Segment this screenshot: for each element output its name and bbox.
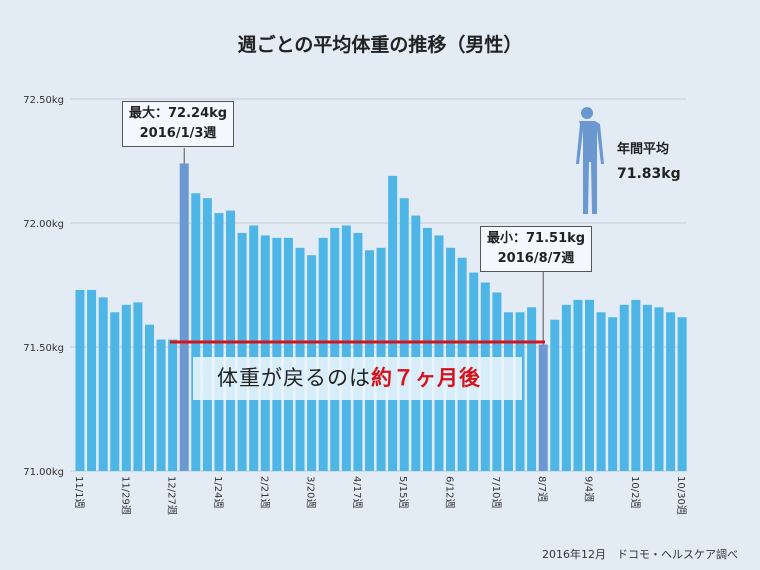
- bar: [202, 198, 212, 471]
- bar: [422, 227, 432, 471]
- highlight-bar: [538, 344, 548, 471]
- bar: [191, 193, 201, 472]
- bar: [75, 289, 85, 471]
- x-tick-label: 10/2週: [629, 476, 641, 508]
- banner-highlight: 約７ヶ月後: [371, 366, 481, 390]
- x-tick-label: 11/29週: [119, 476, 131, 515]
- bar: [399, 198, 409, 471]
- min-value-label: 最小：71.51kg: [487, 231, 586, 246]
- x-tick-label: 2/21週: [258, 476, 270, 508]
- y-tick-label: 71.00kg: [23, 467, 64, 478]
- bar: [237, 232, 247, 471]
- bar: [249, 225, 259, 471]
- bar: [619, 304, 629, 471]
- max-annotation: 最大：72.24kg 2016/1/3週: [122, 101, 235, 147]
- bar: [283, 237, 293, 471]
- bar: [87, 289, 97, 471]
- x-tick-label: 1/24週: [212, 476, 224, 508]
- bar: [585, 299, 595, 471]
- bar: [121, 304, 131, 471]
- recovery-banner: 体重が戻るのは約７ヶ月後: [193, 357, 522, 400]
- bar: [631, 299, 641, 471]
- x-tick-label: 11/1週: [73, 476, 85, 508]
- bar: [168, 339, 178, 471]
- bar: [98, 297, 108, 471]
- min-week-label: 2016/8/7週: [497, 251, 575, 266]
- max-value-label: 最大：72.24kg: [129, 106, 228, 121]
- bar: [596, 312, 606, 471]
- y-tick-label: 72.50kg: [23, 95, 64, 106]
- bar: [642, 304, 652, 471]
- bar: [272, 237, 282, 471]
- bar: [608, 317, 618, 471]
- bar: [388, 175, 398, 471]
- x-tick-label: 12/27週: [166, 476, 178, 515]
- bar: [666, 312, 676, 471]
- min-annotation: 最小：71.51kg 2016/8/7週: [480, 226, 593, 272]
- bar: [353, 232, 363, 471]
- x-tick-label: 8/7週: [536, 476, 548, 502]
- annual-average: 年間平均 71.83kg: [617, 138, 681, 186]
- x-tick-label: 9/4週: [583, 476, 595, 502]
- bar: [341, 225, 351, 471]
- bar: [654, 307, 664, 471]
- y-tick-label: 72.00kg: [23, 219, 64, 230]
- x-tick-label: 5/15週: [397, 476, 409, 508]
- x-tick-label: 3/20週: [305, 476, 317, 508]
- x-tick-label: 7/10週: [490, 476, 502, 508]
- bar: [144, 324, 154, 471]
- x-tick-label: 10/30週: [675, 476, 687, 515]
- bar: [527, 307, 537, 471]
- x-tick-label: 6/12週: [444, 476, 456, 508]
- bar: [156, 339, 166, 471]
- bar: [677, 317, 687, 471]
- annual-average-label: 年間平均: [617, 142, 670, 157]
- highlight-bar: [179, 163, 189, 472]
- bar: [110, 312, 120, 471]
- bar: [260, 235, 270, 471]
- annual-average-value: 71.83kg: [617, 166, 681, 182]
- bar: [133, 302, 143, 471]
- person-icon: [576, 107, 604, 214]
- bar: [434, 235, 444, 471]
- bar: [573, 299, 583, 471]
- chart-title: 週ごとの平均体重の推移（男性）: [237, 34, 523, 56]
- bar: [318, 237, 328, 471]
- bar: [550, 319, 560, 471]
- bar: [330, 227, 340, 471]
- banner-text: 体重が戻るのは: [217, 366, 371, 390]
- y-tick-label: 71.50kg: [23, 343, 64, 354]
- source-note: 2016年12月 ドコモ・ヘルスケア調べ: [542, 548, 738, 561]
- bar: [561, 304, 571, 471]
- max-week-label: 2016/1/3週: [139, 126, 217, 141]
- x-tick-label: 4/17週: [351, 476, 363, 508]
